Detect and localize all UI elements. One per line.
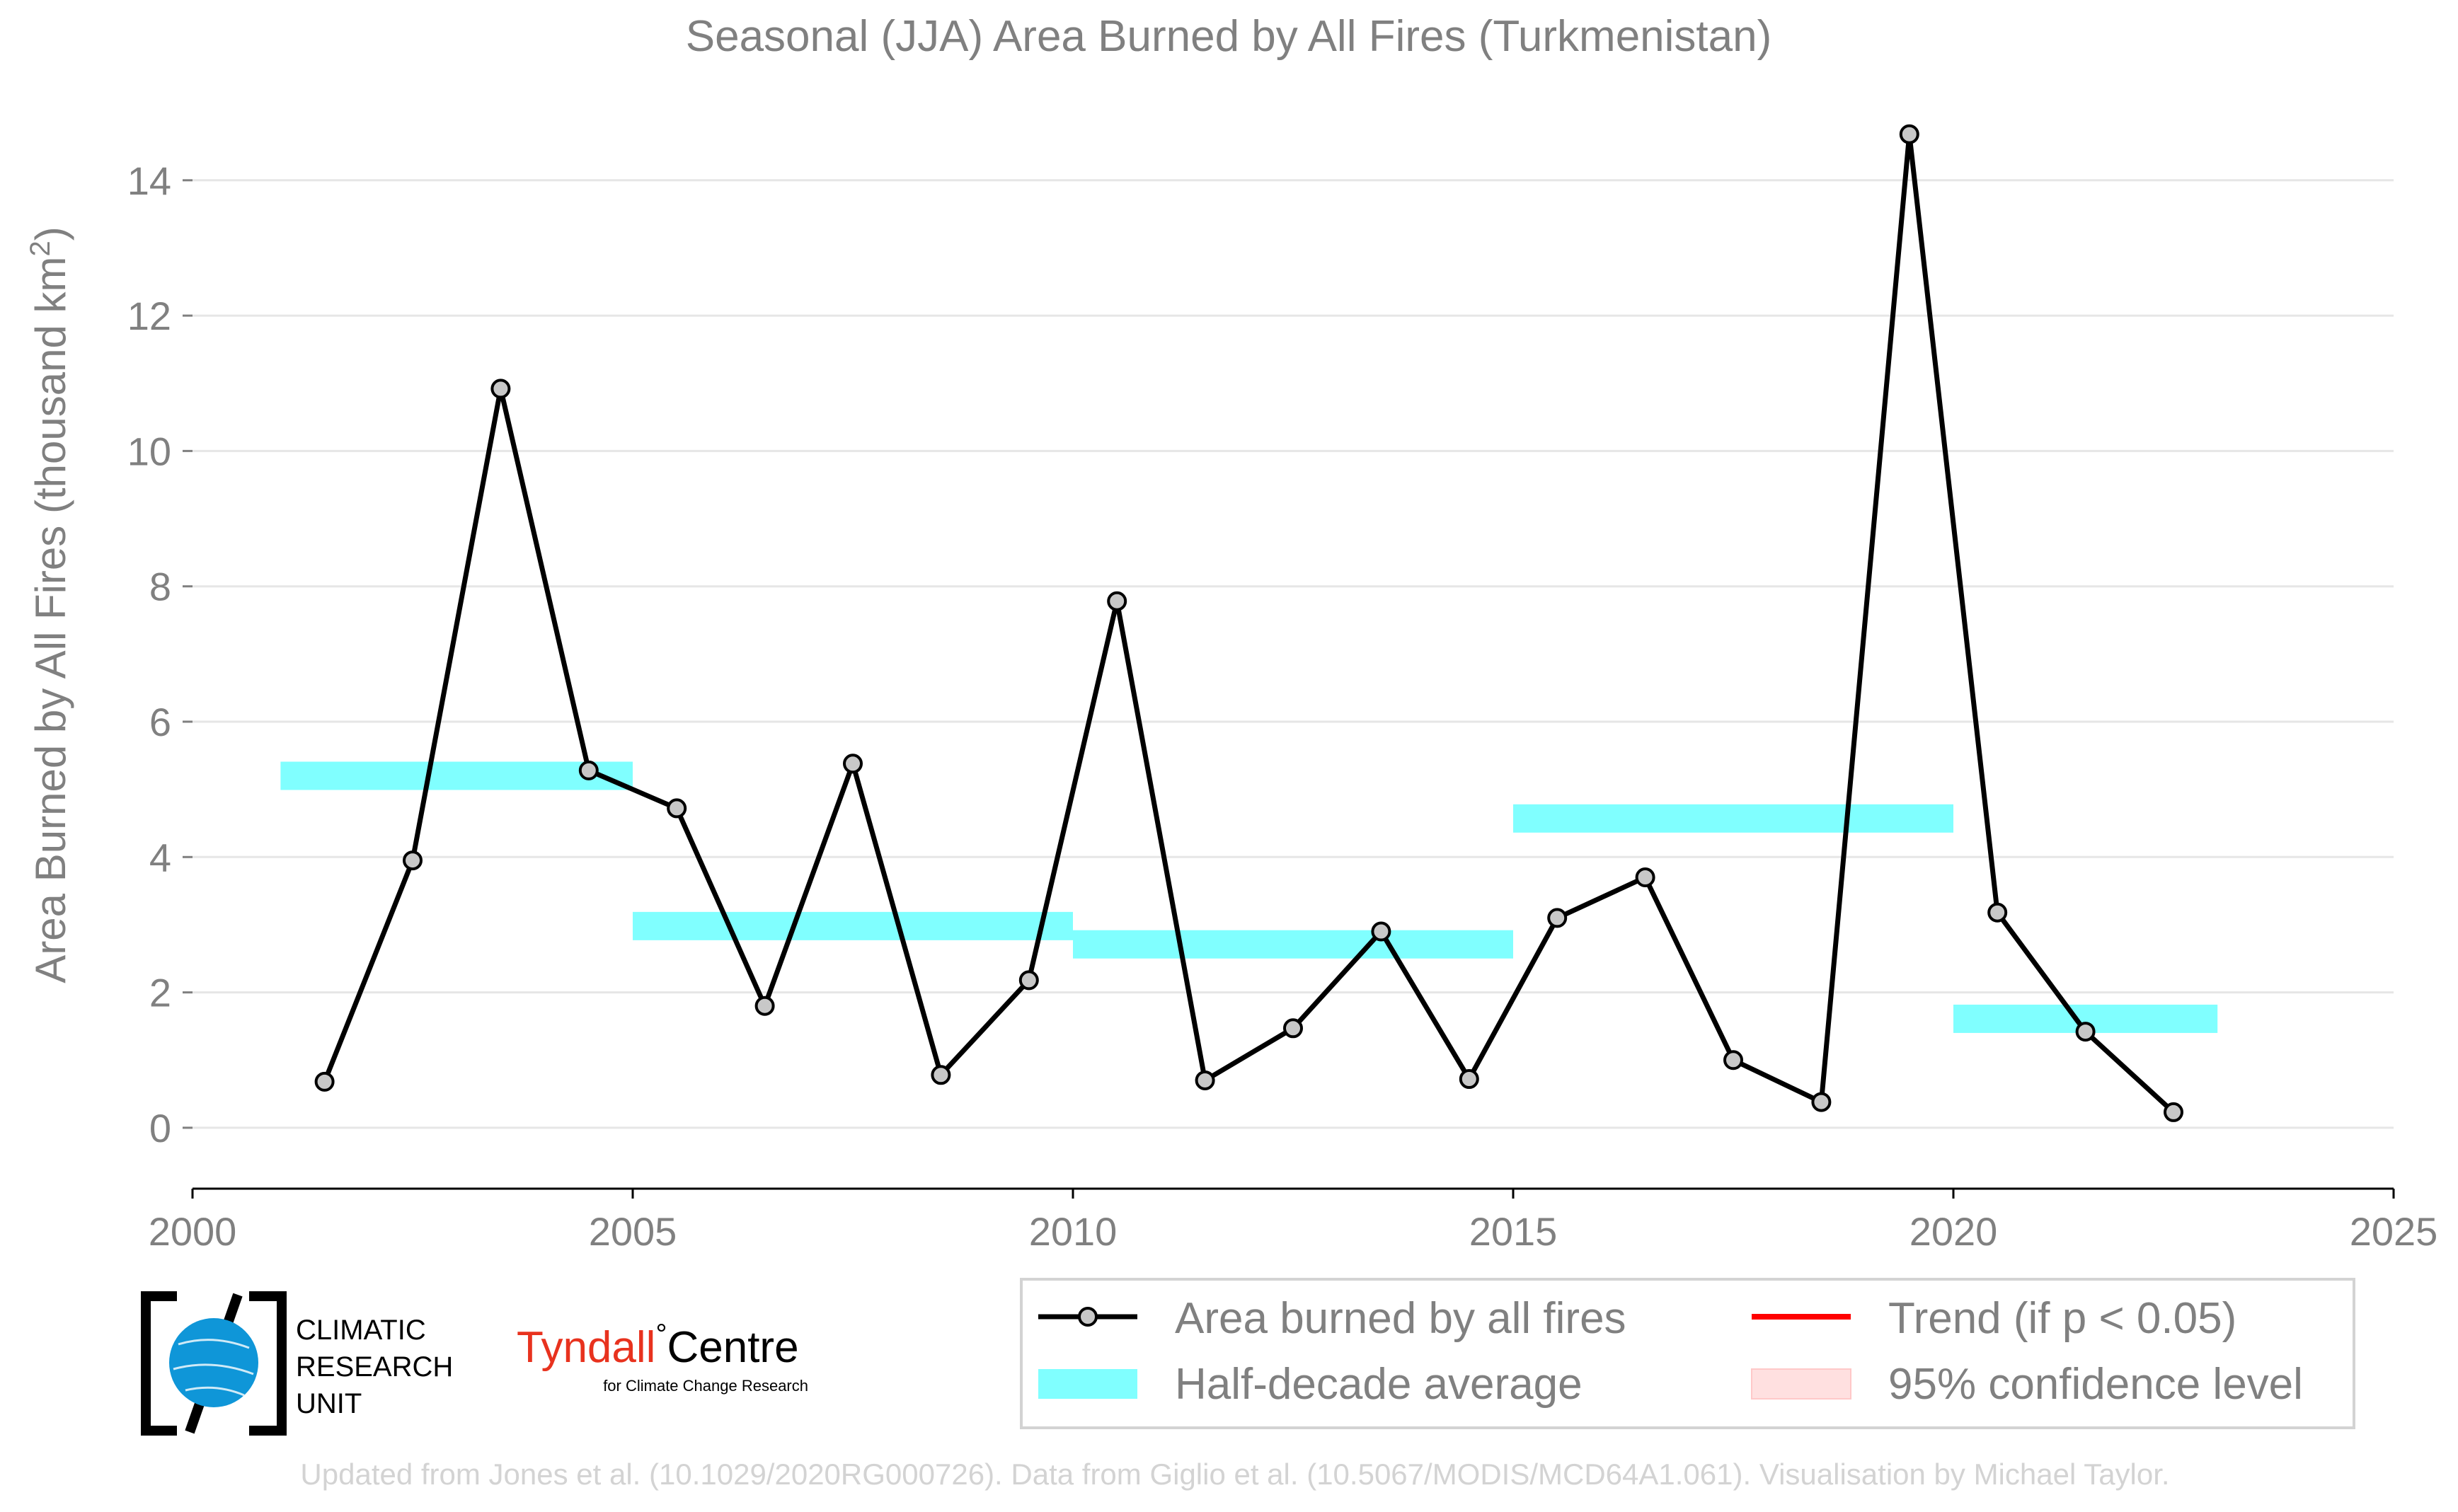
y-tick-label-4: 4: [149, 835, 171, 879]
y-tick-label-2: 2: [149, 971, 171, 1015]
legend-label-half-decade: Half-decade average: [1175, 1360, 1583, 1409]
half-decade-average-bar-3: [1513, 804, 1953, 833]
legend-label-confidence: 95% confidence level: [1888, 1360, 2303, 1409]
half-decade-average-bar-1: [633, 911, 1073, 940]
data-point-2001.5: [314, 1071, 335, 1092]
area-burned-series: [314, 124, 2183, 1122]
data-point-2021.5: [2075, 1022, 2096, 1042]
cru-text-line3: UNIT: [296, 1388, 362, 1419]
legend-label-area-burned: Area burned by all fires: [1175, 1294, 1626, 1343]
tyndall-degree: °: [655, 1319, 667, 1350]
grid-lines: [193, 179, 2394, 1129]
y-axis: 0 2 4 6 8 10 12 14: [127, 158, 193, 1150]
tyndall-subtitle: for Climate Change Research: [603, 1377, 808, 1395]
legend-box: [1020, 1278, 2355, 1429]
data-point-2003.5: [490, 379, 511, 399]
tyndall-centre-word: Centre: [667, 1323, 798, 1372]
x-tick-label-2000: 2000: [149, 1209, 237, 1254]
data-point-2018.5: [1811, 1092, 1832, 1112]
data-point-2015.5: [1547, 908, 1568, 928]
chart-title: Seasonal (JJA) Area Burned by All Fires …: [686, 12, 1772, 61]
data-point-2019.5: [1899, 124, 1919, 144]
y-tick-label-12: 12: [127, 294, 171, 338]
x-axis: 2000 2005 2010 2015 2020 2025: [149, 1187, 2438, 1254]
y-axis-label: Area Burned by All Fires (thousand km2): [25, 226, 74, 983]
half-decade-average-bar-2: [1073, 930, 1513, 959]
tyndall-logo: Tyndall°Centre for Climate Change Resear…: [517, 1319, 808, 1395]
y-axis-label-superscript: 2: [25, 241, 56, 256]
y-tick-label-10: 10: [127, 429, 171, 473]
cru-globe-lines: [173, 1339, 254, 1397]
half-decade-average-bar-0: [280, 761, 633, 790]
x-tick-label-2025: 2025: [2350, 1209, 2438, 1254]
data-point-2017.5: [1723, 1050, 1743, 1070]
legend-swatch-confidence: [1751, 1368, 1851, 1400]
tyndall-wordmark: Tyndall°Centre: [517, 1319, 799, 1372]
cru-text-line2: RESEARCH: [296, 1351, 453, 1383]
cru-text-line1: CLIMATIC: [296, 1315, 426, 1346]
data-point-2006.5: [754, 996, 775, 1016]
tyndall-word: Tyndall: [517, 1323, 655, 1372]
legend: Area burned by all fires Trend (if p < 0…: [1020, 1278, 2355, 1429]
cru-logo: CLIMATIC RESEARCH UNIT: [141, 1291, 453, 1436]
cru-left-bracket: [141, 1291, 177, 1436]
data-point-2009.5: [1018, 970, 1039, 991]
footer-credit: Updated from Jones et al. (10.1029/2020R…: [300, 1458, 2169, 1491]
data-point-2008.5: [931, 1065, 951, 1085]
data-point-2012.5: [1283, 1018, 1303, 1039]
data-point-2002.5: [403, 850, 423, 871]
data-point-2011.5: [1195, 1070, 1215, 1090]
y-tick-label-14: 14: [127, 158, 171, 203]
y-tick-label-8: 8: [149, 565, 171, 609]
data-point-2005.5: [667, 798, 687, 819]
legend-label-trend: Trend (if p < 0.05): [1888, 1294, 2236, 1343]
y-tick-label-6: 6: [149, 700, 171, 744]
data-point-2020.5: [1987, 902, 2008, 923]
data-point-2004.5: [578, 760, 599, 780]
x-tick-label-2010: 2010: [1029, 1209, 1118, 1254]
data-point-2010.5: [1107, 591, 1127, 611]
series-line-0: [322, 132, 2176, 1114]
data-point-2013.5: [1371, 921, 1391, 942]
cru-right-bracket: [249, 1291, 287, 1436]
data-point-2022.5: [2164, 1102, 2183, 1122]
y-axis-label-close: ): [27, 226, 74, 241]
legend-swatch-half-decade: [1038, 1369, 1137, 1399]
y-tick-label-0: 0: [149, 1106, 171, 1150]
legend-swatch-area-burned-marker: [1078, 1307, 1098, 1327]
data-point-2014.5: [1459, 1069, 1479, 1090]
cru-globe-icon: [169, 1318, 258, 1407]
x-tick-label-2020: 2020: [1909, 1209, 1998, 1254]
data-point-2016.5: [1635, 867, 1655, 887]
data-point-2007.5: [843, 754, 863, 774]
x-tick-label-2015: 2015: [1469, 1209, 1558, 1254]
x-tick-label-2005: 2005: [589, 1209, 677, 1254]
y-axis-label-main: Area Burned by All Fires (thousand km: [27, 257, 74, 983]
